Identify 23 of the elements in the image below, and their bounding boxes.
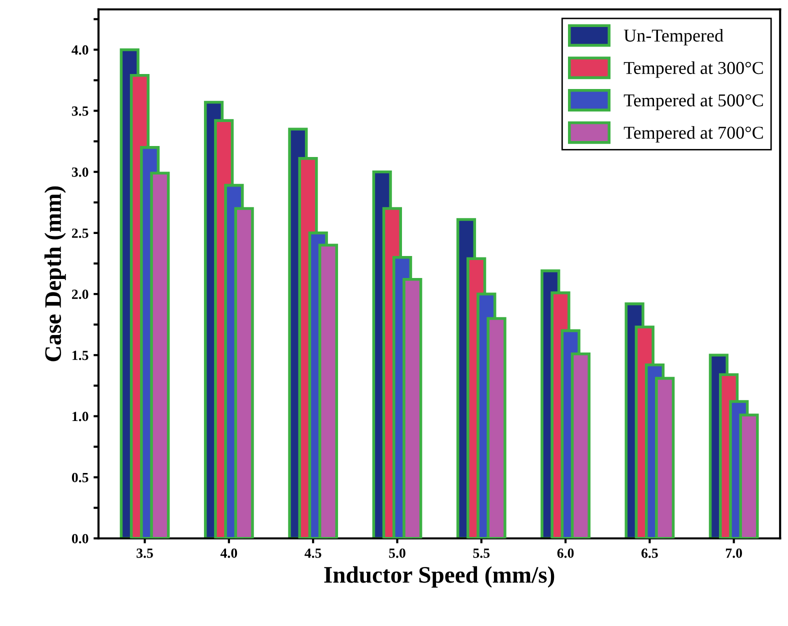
x-tick-label: 5.0 [389, 548, 406, 558]
x-tick-label: 4.0 [220, 548, 238, 558]
legend-label: Tempered at 700°C [624, 126, 763, 142]
y-tick-label: 3.0 [72, 167, 88, 177]
legend-label: Un-Tempered [624, 29, 724, 46]
y-tick-label: 2.0 [72, 290, 88, 300]
y-tick-label: 2.5 [72, 228, 88, 238]
x-tick-label: 7.0 [726, 548, 742, 558]
y-tick-label: 3.5 [72, 106, 88, 116]
x-tick-label: 6.5 [641, 548, 658, 558]
x-tick-label: 3.5 [136, 548, 153, 558]
legend-label: Tempered at 500°C [624, 94, 763, 110]
y-tick-label: 4.0 [72, 45, 88, 55]
y-tick-label: 0.5 [72, 472, 88, 482]
y-tick-label: 1.5 [72, 350, 88, 360]
legend-label: Tempered at 300°C [624, 61, 763, 78]
x-axis-title: Inductor Speed (mm/s) [324, 566, 554, 588]
y-tick-label: 1.0 [72, 412, 88, 422]
x-tick-label: 4.5 [304, 548, 322, 558]
y-axis-title: Case Depth (mm) [44, 186, 66, 362]
y-tick-label: 0.0 [72, 534, 88, 544]
x-tick-label: 6.0 [557, 548, 574, 558]
x-tick-label: 5.5 [473, 548, 490, 558]
